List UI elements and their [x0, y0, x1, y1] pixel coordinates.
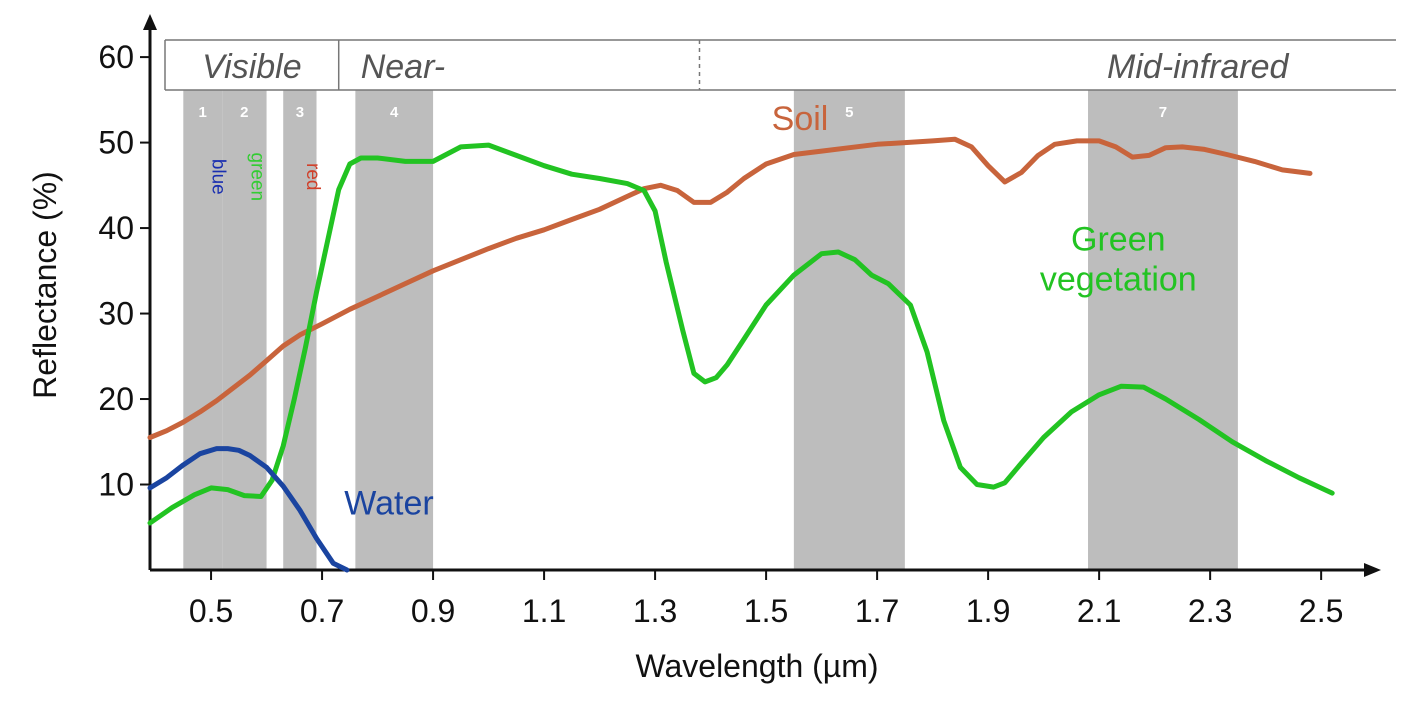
band-column — [793, 90, 905, 570]
x-tick-label: 2.3 — [1188, 593, 1232, 629]
green-vegetation-label-line: Green — [1071, 220, 1166, 258]
spectral-bands: 1 2 3 4 5 7 — [183, 90, 1238, 570]
x-tick-label: 2.1 — [1077, 593, 1121, 629]
y-tick-label: 40 — [98, 210, 134, 246]
band-number: 3 — [296, 104, 304, 121]
green-vegetation-label-line: vegetation — [1040, 260, 1197, 298]
water-line — [147, 446, 350, 573]
blue-color-label: blue — [208, 159, 229, 195]
y-axis-title: Reflectance (%) — [27, 171, 63, 399]
region-label: Mid-infrared — [1107, 48, 1289, 86]
spectral-region-header: Visible Near- Mid-infrared — [164, 39, 1396, 91]
green-color-label: green — [246, 152, 267, 201]
band-column — [355, 90, 434, 570]
band-number: 4 — [390, 104, 399, 121]
band-number: 2 — [240, 104, 248, 121]
red-color-label: red — [302, 163, 323, 190]
x-axis-title: Wavelength (µm) — [635, 648, 878, 684]
x-tick-label: 0.7 — [300, 593, 344, 629]
band-number: 1 — [199, 104, 207, 121]
region-label: Near- — [361, 48, 445, 86]
soil-line — [147, 136, 1313, 440]
series-lines — [147, 136, 1335, 573]
band-number: 5 — [845, 104, 853, 121]
y-tick-label: 20 — [98, 381, 134, 417]
x-tick-label: 1.1 — [522, 593, 566, 629]
y-tick-label: 50 — [98, 125, 134, 161]
band-column — [1088, 90, 1238, 570]
x-tick-label: 1.9 — [966, 593, 1010, 629]
axes: 0.5 0.7 0.9 1.1 1.3 1.5 1.7 1.9 2.1 2.3 2.5 10 20 30 4… — [98, 14, 1381, 629]
x-tick-label: 2.5 — [1299, 593, 1343, 629]
water-label: Water — [344, 484, 433, 522]
band-number: 7 — [1159, 104, 1167, 121]
x-tick-label: 1.7 — [855, 593, 899, 629]
x-axis-arrow — [1364, 563, 1381, 577]
y-tick-label: 10 — [98, 467, 134, 503]
x-tick-label: 1.5 — [744, 593, 788, 629]
green-vegetation-label: Green vegetation — [1040, 220, 1197, 298]
y-axis-arrow — [143, 14, 157, 30]
x-tick-label: 1.3 — [633, 593, 677, 629]
annotations: Soil Green vegetation Water blue green red — [208, 100, 1197, 523]
x-tick-label: 0.9 — [411, 593, 455, 629]
region-label: Visible — [202, 48, 302, 86]
x-tick-label: 0.5 — [189, 593, 233, 629]
soil-label: Soil — [772, 100, 829, 138]
y-tick-label: 30 — [98, 296, 134, 332]
green-vegetation-line — [147, 142, 1335, 526]
y-tick-label: 60 — [98, 39, 134, 75]
